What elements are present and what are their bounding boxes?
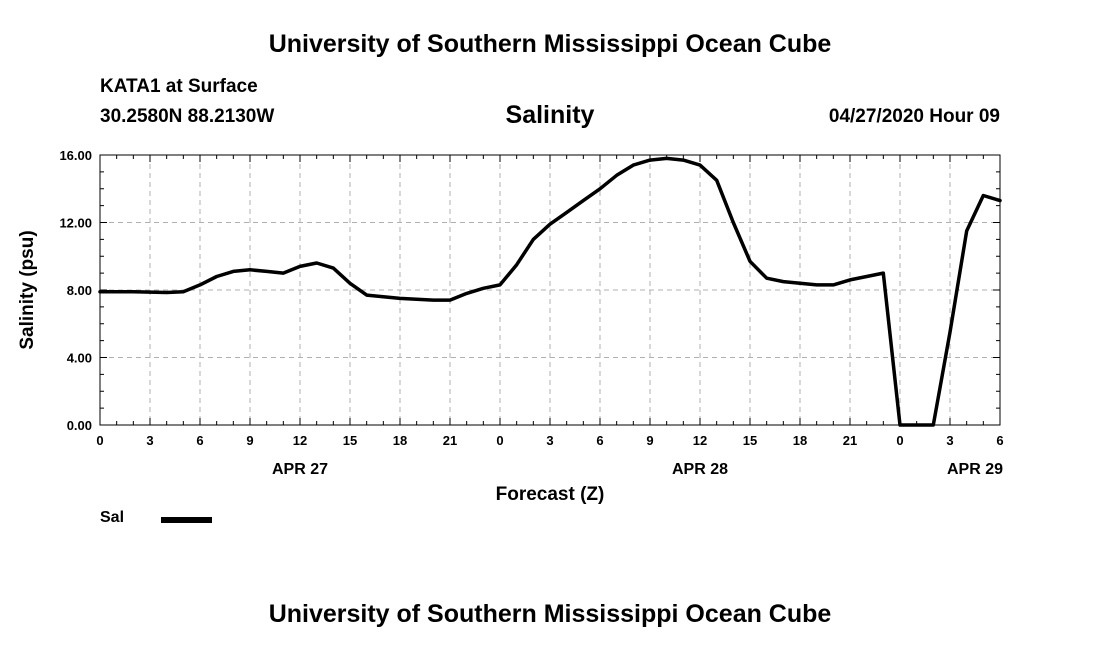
x-tick-label: 0: [896, 433, 903, 448]
x-tick-label: 21: [443, 433, 457, 448]
y-tick-label: 12.00: [59, 216, 92, 231]
y-tick-label: 0.00: [67, 418, 92, 433]
series-line-sal: [98, 156, 1002, 427]
y-tick-label: 4.00: [67, 351, 92, 366]
date-label: APR 28: [672, 461, 728, 478]
date-label: APR 27: [272, 461, 328, 478]
x-tick-label: 6: [196, 433, 203, 448]
datetime-label: 04/27/2020 Hour 09: [828, 106, 1000, 127]
grid: [100, 155, 1000, 425]
x-tick-label: 0: [496, 433, 503, 448]
station-label: KATA1 at Surface: [100, 76, 258, 97]
y-axis-label: Salinity (psu): [17, 230, 38, 349]
series-layer: [98, 156, 1002, 427]
date-label: APR 29: [947, 461, 1003, 478]
y-tick-label: 8.00: [67, 283, 92, 298]
legend-label: Sal: [100, 509, 125, 526]
page-title: University of Southern Mississippi Ocean…: [268, 30, 832, 58]
x-tick-label: 3: [946, 433, 953, 448]
coordinates-label: 30.2580N 88.2130W: [100, 106, 275, 127]
x-tick-label: 9: [246, 433, 253, 448]
chart-title: Salinity: [505, 101, 595, 129]
x-tick-label: 21: [843, 433, 857, 448]
x-tick-label: 15: [343, 433, 357, 448]
y-tick-label: 16.00: [59, 148, 92, 163]
x-tick-label: 15: [743, 433, 757, 448]
x-tick-label: 3: [546, 433, 553, 448]
x-tick-label: 18: [793, 433, 807, 448]
x-tick-label: 9: [646, 433, 653, 448]
x-tick-label: 6: [596, 433, 603, 448]
x-tick-label: 0: [96, 433, 103, 448]
footer-title: University of Southern Mississippi Ocean…: [268, 600, 832, 628]
x-tick-label: 3: [146, 433, 153, 448]
x-tick-label: 12: [693, 433, 707, 448]
x-axis-label: Forecast (Z): [496, 484, 605, 505]
x-tick-label: 18: [393, 433, 407, 448]
axes: 0 3 6 9 12 15 18 21 0 3 6 9 12 15 18 21 0 3 6 0.00 4.00 8.00 1…: [17, 148, 1004, 505]
x-tick-label: 6: [996, 433, 1003, 448]
legend-swatch: [161, 517, 212, 523]
x-tick-label: 12: [293, 433, 307, 448]
